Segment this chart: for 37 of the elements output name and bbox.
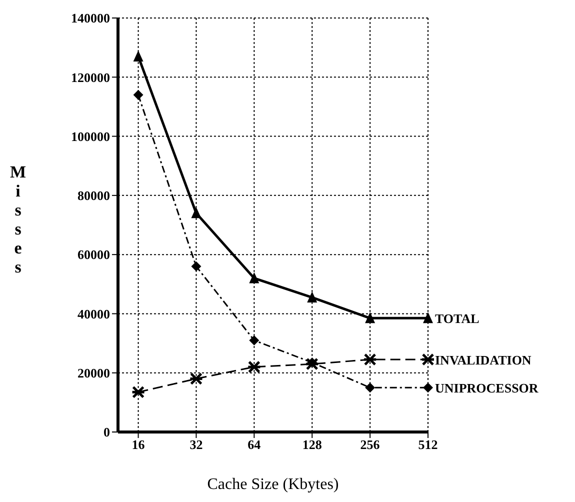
point [420,353,436,366]
y-tick-label: 60000 [78,247,110,262]
point [249,272,260,284]
point [365,382,376,393]
point [304,358,320,370]
series-label: INVALIDATION [435,352,532,368]
point [307,291,318,302]
series-label: TOTAL [435,311,480,326]
point [133,50,144,62]
y-tick-label: 0 [104,424,110,440]
y-axis-title: Misses [10,162,26,276]
point [133,90,144,100]
point [365,312,376,324]
point [191,207,202,218]
y-tick-label: 100000 [71,128,110,144]
y-tick-label: 120000 [71,70,110,85]
y-tick-label: 140000 [71,10,110,26]
y-tick-label: 40000 [78,306,110,322]
point [362,353,378,366]
x-tick-label: 32 [190,437,203,452]
point [423,312,433,324]
point [131,386,146,398]
x-tick-label: 16 [132,437,146,452]
point [307,358,318,368]
x-tick-label: 64 [248,437,262,452]
x-tick-label: 128 [302,437,322,452]
x-tick-label: 512 [418,437,438,452]
x-axis-title: Cache Size (Kbytes) [207,476,339,493]
point [246,360,262,374]
y-tick-label: 20000 [78,365,110,380]
point [191,261,202,272]
x-tick-label: 256 [360,437,380,452]
point [249,335,260,346]
series-label: UNIPROCESSOR [435,380,539,396]
y-tick-label: 80000 [78,188,110,204]
point [423,382,433,393]
point [188,372,204,386]
